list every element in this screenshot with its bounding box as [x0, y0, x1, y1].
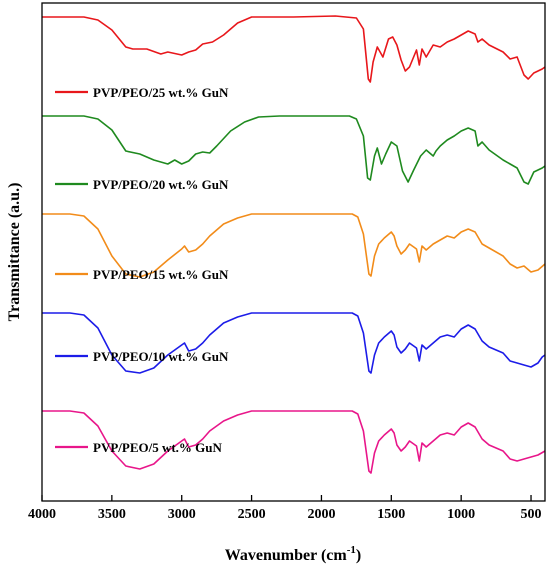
- legend-label: PVP/PEO/15 wt.% GuN: [93, 267, 229, 282]
- series-line: [42, 312, 546, 374]
- series-line: [42, 15, 546, 83]
- x-axis: 4000 3500 3000 2500 2000 1500 1000 500: [28, 495, 542, 522]
- legend-label: PVP/PEO/25 wt.% GuN: [93, 85, 229, 100]
- legend-label: PVP/PEO/10 wt.% GuN: [93, 349, 229, 364]
- x-axis-title: Wavenumber (cm-1): [225, 544, 361, 564]
- y-axis-title: Transmittance (a.u.): [6, 183, 23, 322]
- plot-frame: [41, 2, 546, 502]
- legend-layer: PVP/PEO/25 wt.% GuN PVP/PEO/20 wt.% GuN PV…: [55, 85, 229, 455]
- series-line: [42, 115, 546, 185]
- x-tick-label: 1000: [447, 507, 475, 522]
- x-tick-label: 1500: [377, 507, 405, 522]
- x-axis-title-superscript: -1: [347, 544, 356, 556]
- legend-label: PVP/PEO/20 wt.% GuN: [93, 177, 229, 192]
- x-tick-label: 500: [521, 507, 542, 522]
- x-tick-label: 2000: [307, 507, 335, 522]
- legend-label: PVP/PEO/5 wt.% GuN: [93, 440, 223, 455]
- series-line: [42, 410, 546, 474]
- x-tick-label: 2500: [238, 507, 266, 522]
- x-tick-label: 3500: [98, 507, 126, 522]
- series-layer: [42, 15, 546, 474]
- x-tick-label: 4000: [28, 507, 56, 522]
- series-line: [42, 213, 546, 278]
- x-tick-label: 3000: [168, 507, 196, 522]
